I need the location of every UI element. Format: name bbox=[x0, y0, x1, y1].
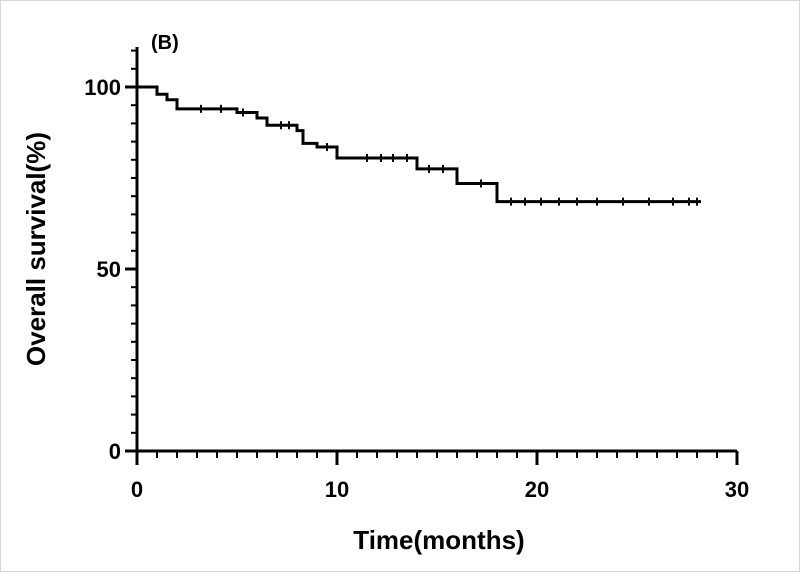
series-layer bbox=[137, 85, 701, 206]
y-tick-labels: 0 50 100 bbox=[84, 75, 121, 464]
y-axis bbox=[125, 47, 139, 453]
x-axis-title: Time(months) bbox=[353, 525, 524, 555]
x-axis bbox=[135, 449, 739, 465]
survival-step-line bbox=[137, 85, 701, 204]
x-tick-label: 10 bbox=[325, 477, 349, 502]
y-tick-label: 100 bbox=[84, 75, 121, 100]
panel-label: (B) bbox=[151, 32, 179, 54]
x-tick-label: 30 bbox=[725, 477, 749, 502]
y-tick-label: 50 bbox=[97, 257, 121, 282]
y-tick-label: 0 bbox=[109, 439, 121, 464]
x-tick-label: 0 bbox=[131, 477, 143, 502]
y-axis-title: Overall survival(%) bbox=[21, 132, 51, 366]
x-tick-label: 20 bbox=[525, 477, 549, 502]
x-tick-labels: 0 10 20 30 bbox=[131, 477, 749, 502]
